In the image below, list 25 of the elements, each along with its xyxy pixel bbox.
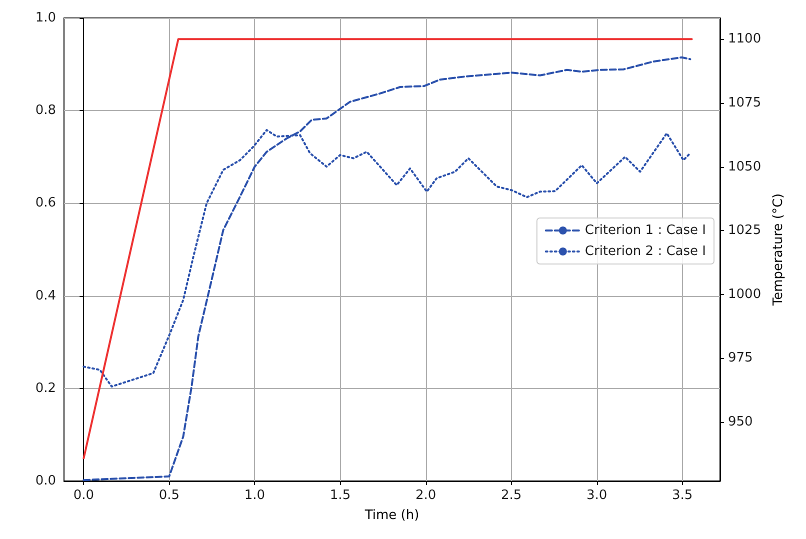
x-tick-label: 2.0	[415, 488, 436, 503]
x-tick-label: 0.5	[158, 488, 180, 503]
y2-tick-label: 1000	[728, 286, 762, 302]
y2-tick-label: 975	[728, 350, 753, 366]
x-tick-label: 1.0	[244, 488, 266, 503]
y2-tick-label: 1025	[728, 223, 762, 238]
y-tick-label: 0.6	[35, 196, 56, 211]
x-tick-label: 3.5	[672, 488, 693, 503]
y-tick-label: 0.4	[35, 288, 56, 304]
y2-tick-label: 1050	[728, 159, 762, 174]
y-tick-label: 0.0	[35, 474, 56, 488]
x-tick-label: 3.0	[586, 488, 608, 503]
legend-label: Criterion 1 : Case I	[584, 223, 706, 238]
y2-tick-label: 950	[728, 414, 753, 430]
y2-tick-label: 1100	[728, 32, 762, 47]
y-tick-label: 1.0	[35, 10, 56, 26]
x-tick-label: 1.5	[330, 488, 351, 503]
y-tick-label: 0.8	[35, 103, 56, 118]
y-tick-label: 0.2	[35, 380, 56, 396]
legend-label: Criterion 2 : Case I	[584, 244, 706, 259]
y2-tick-label: 1075	[728, 95, 762, 110]
x-axis-title: Time (h)	[364, 508, 420, 523]
x-tick-label: 2.5	[500, 488, 522, 503]
y2-axis-title: Temperature (°C)	[771, 193, 786, 307]
x-tick-label: 0.0	[73, 488, 94, 503]
